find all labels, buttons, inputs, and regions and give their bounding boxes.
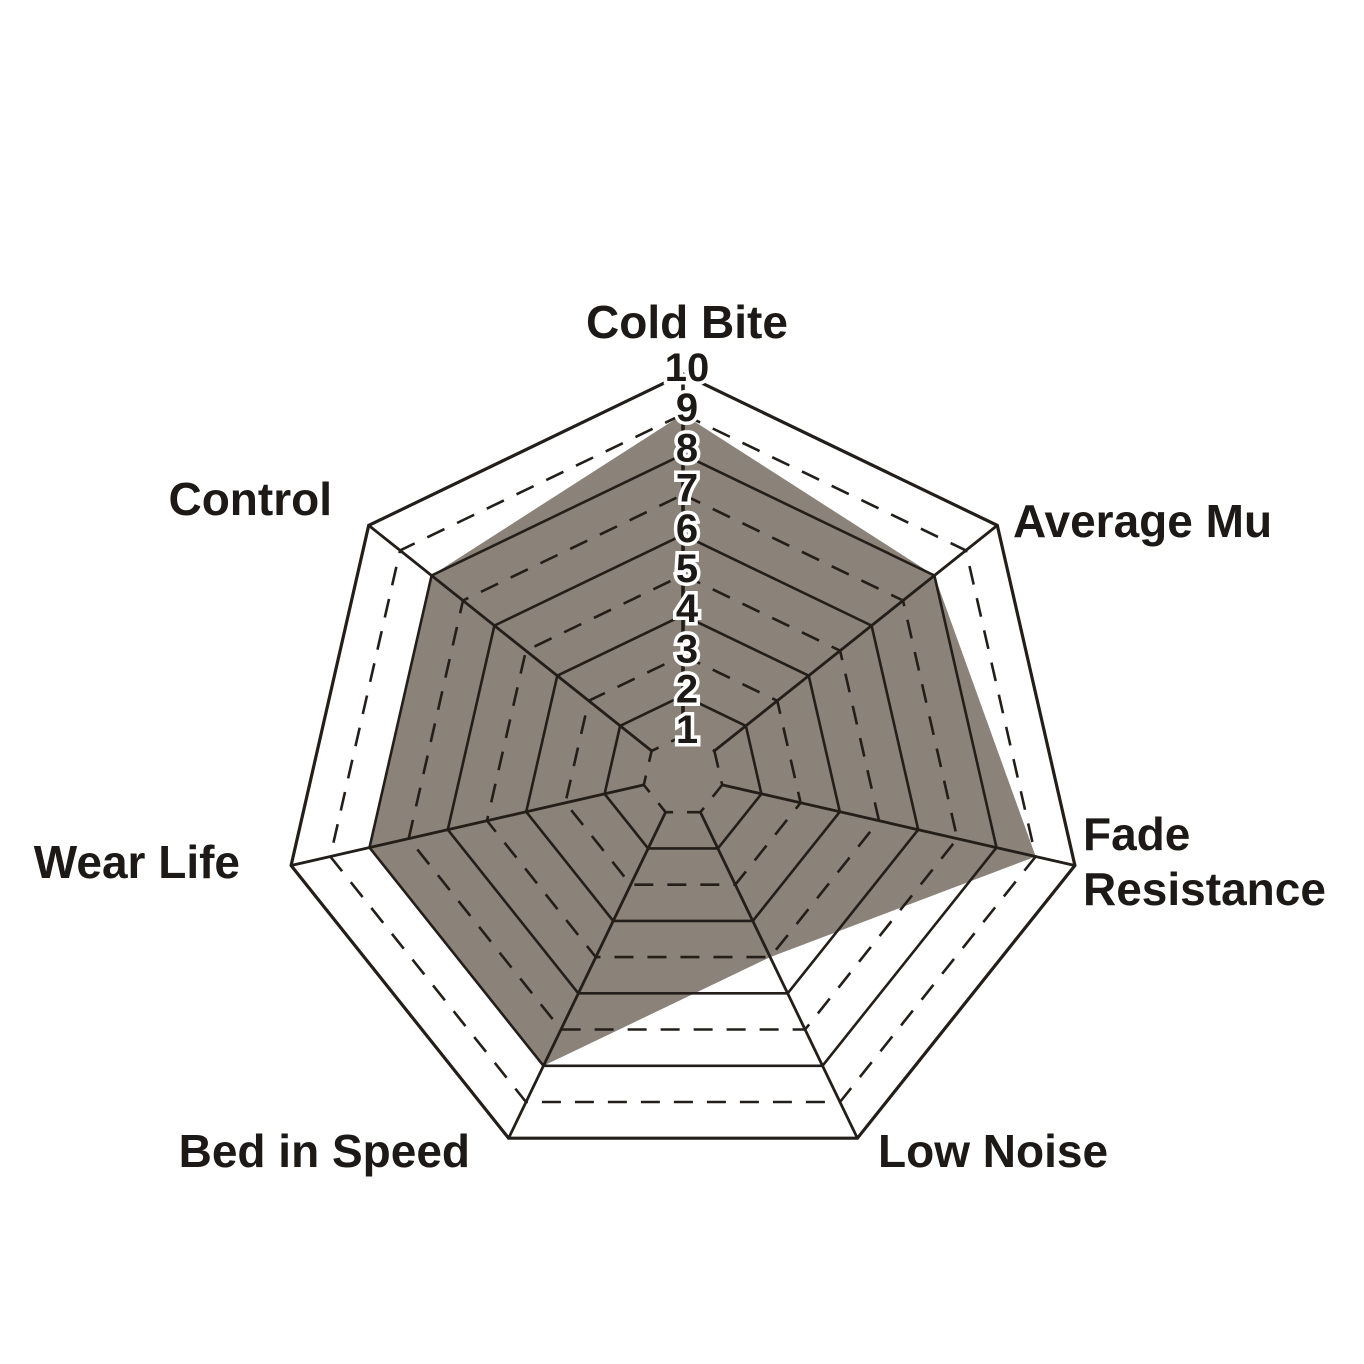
grid-ring-10 <box>289 372 1077 1140</box>
spoke-average-mu <box>713 524 999 752</box>
tick-label-9: 9 <box>676 386 698 430</box>
grid-ring-3 <box>563 653 803 887</box>
grid-ring-9 <box>328 412 1038 1104</box>
tick-label-4: 4 <box>676 587 699 631</box>
grid-ring-2 <box>603 694 763 850</box>
spoke-fade-resistance <box>721 783 1076 867</box>
spoke-control <box>367 524 653 752</box>
spoke-wear-life <box>290 783 645 867</box>
spoke-low-noise <box>699 811 859 1139</box>
axis-label-average-mu: Average Mu <box>1013 495 1272 547</box>
grid-ring-1 <box>642 734 724 814</box>
axis-label-wear-life: Wear Life <box>34 836 240 888</box>
data-polygon <box>369 414 1036 1066</box>
data-polygon-group <box>369 414 1036 1066</box>
grid-ring-7 <box>407 493 959 1031</box>
spoke-bed-in-speed <box>507 811 667 1139</box>
grid-rings <box>289 372 1077 1140</box>
tick-label-2: 2 <box>676 668 698 712</box>
axis-label-cold-bite: Cold Bite <box>586 296 788 348</box>
axis-label-low-noise: Low Noise <box>878 1125 1108 1177</box>
tick-label-8: 8 <box>676 426 698 470</box>
grid-ring-6 <box>446 533 920 995</box>
axis-label-control: Control <box>168 473 332 525</box>
tick-label-7: 7 <box>676 467 698 511</box>
tick-label-5: 5 <box>676 547 698 591</box>
axis-label-fade-resistance: Fade Resistance <box>1083 808 1326 915</box>
grid-spokes <box>290 374 1076 1139</box>
grid-ring-8 <box>368 452 998 1068</box>
axis-labels: Cold Bite Average Mu Fade Resistance Low Noi… <box>34 296 1326 1177</box>
tick-label-6: 6 <box>676 507 698 551</box>
tick-label-1: 1 <box>676 708 698 752</box>
tick-label-10: 10 <box>665 346 710 390</box>
tick-label-3: 3 <box>676 627 698 671</box>
grid-ring-5 <box>485 573 881 959</box>
grid-ring-4 <box>524 613 842 923</box>
axis-label-bed-in-speed: Bed in Speed <box>179 1125 470 1177</box>
